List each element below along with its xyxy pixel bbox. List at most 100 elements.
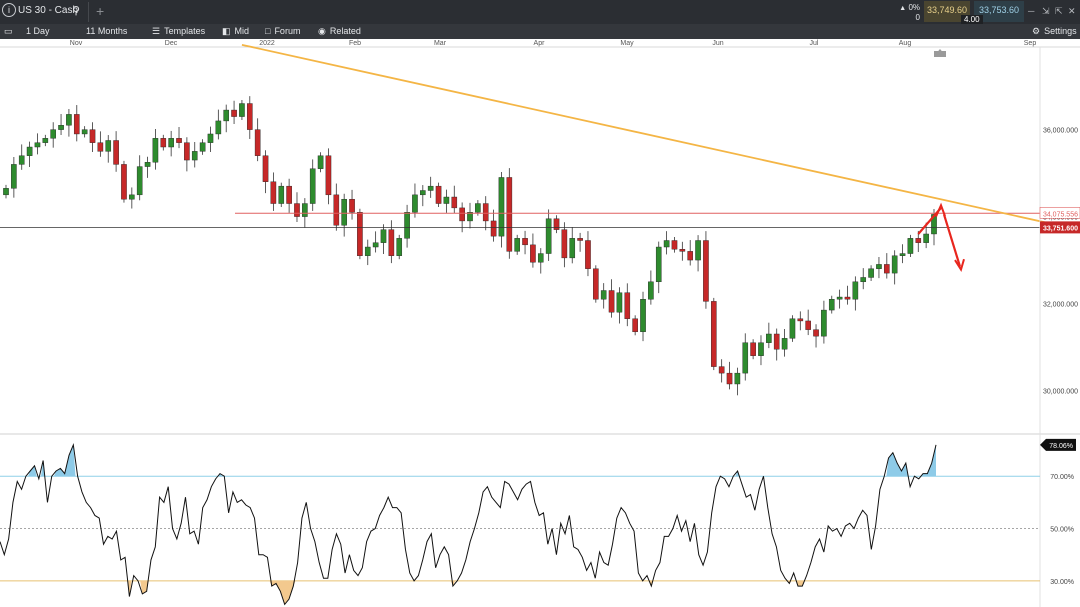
- spread-value: 4.00: [961, 15, 983, 24]
- close-icon[interactable]: ✕: [1068, 6, 1076, 16]
- candle-down: [703, 240, 709, 302]
- candle-up: [50, 129, 56, 139]
- candle-down: [451, 196, 458, 209]
- instrument-title[interactable]: US 30 - Cash: [18, 5, 79, 16]
- candle-down: [459, 207, 465, 222]
- candle-up: [199, 142, 206, 152]
- candle-up: [742, 342, 749, 374]
- forum-button[interactable]: □ Forum: [265, 25, 300, 38]
- candle-up: [278, 185, 285, 204]
- rsi-current-label: 78.06%: [1049, 443, 1073, 450]
- search-icon[interactable]: ⚲: [72, 5, 81, 17]
- templates-icon: ☰: [152, 26, 161, 36]
- candle-down: [585, 240, 591, 269]
- x-tick-label: Sep: [1024, 40, 1037, 47]
- candle-down: [553, 218, 560, 230]
- candle-up: [821, 309, 827, 337]
- candle-up: [168, 138, 174, 148]
- candle-up: [152, 138, 159, 163]
- x-tick-label: Jun: [712, 40, 723, 47]
- candle-up: [860, 277, 867, 283]
- candle-up: [537, 253, 544, 263]
- sidebar-toggle-icon[interactable]: ▭: [4, 26, 13, 36]
- x-tick-label: 2022: [259, 40, 275, 47]
- x-tick-label: Jul: [810, 40, 819, 47]
- settings-label: Settings: [1044, 26, 1077, 36]
- candle-up: [498, 177, 505, 237]
- expand-icon[interactable]: ⇱: [1055, 6, 1063, 16]
- plus-icon[interactable]: +: [96, 3, 105, 19]
- candle-down: [231, 109, 237, 117]
- related-label: Related: [329, 26, 361, 36]
- candle-up: [18, 155, 25, 165]
- range-select[interactable]: 11 Months: [86, 26, 128, 36]
- candle-down: [624, 292, 631, 319]
- candle-down: [435, 185, 442, 204]
- candle-up: [475, 203, 481, 213]
- candle-down: [632, 318, 638, 333]
- price-pane[interactable]: [0, 43, 1080, 435]
- settings-button[interactable]: ⚙ Settings: [1032, 25, 1077, 38]
- rsi-overbought-fill: [28, 465, 37, 477]
- candle-up: [191, 151, 198, 161]
- price-type-label: Mid: [234, 26, 250, 36]
- trendline: [241, 43, 1080, 231]
- candle-up: [545, 218, 552, 254]
- candle-up: [207, 133, 214, 143]
- x-axis: Nov Dec 2022 Feb Mar Apr May Jun Jul Aug Sep: [0, 39, 1080, 57]
- candle-down: [710, 301, 717, 367]
- candle-up: [404, 212, 410, 239]
- related-button[interactable]: ◉ Related: [318, 25, 361, 38]
- candle-down: [608, 290, 615, 313]
- interval-select[interactable]: 1 Day: [26, 26, 50, 36]
- resistance-tag: [1039, 206, 1080, 219]
- rsi-overbought-fill: [886, 452, 908, 477]
- candle-up: [66, 114, 72, 126]
- candle-down: [325, 155, 332, 196]
- title-bar: i US 30 - Cash ⚲ + ▲ 0% 0 33,749.60 33,7…: [0, 0, 1080, 24]
- bid-price-button[interactable]: 33,749.60: [924, 1, 970, 22]
- shrink-icon[interactable]: ⇲: [1042, 6, 1050, 16]
- candle-down: [522, 238, 528, 246]
- candle-down: [577, 238, 583, 241]
- candle-up: [907, 238, 914, 254]
- info-icon[interactable]: i: [2, 3, 16, 17]
- candle-up: [26, 146, 33, 156]
- candle-up: [891, 255, 898, 274]
- candle-up: [372, 242, 379, 248]
- candle-down: [160, 138, 167, 148]
- candle-up: [766, 333, 772, 343]
- templates-button[interactable]: ☰ Templates: [152, 25, 205, 38]
- candle-up: [781, 338, 788, 350]
- candle-up: [317, 155, 324, 169]
- x-tick-label: Aug: [899, 40, 912, 47]
- candle-up: [828, 299, 835, 311]
- candle-up: [58, 125, 64, 130]
- candle-up: [640, 299, 646, 333]
- candle-up: [412, 194, 418, 213]
- minimize-icon[interactable]: ─: [1028, 6, 1035, 16]
- rsi-tick-label: 30.00%: [1050, 579, 1074, 586]
- scroll-marker-base: [934, 51, 946, 57]
- chart-area[interactable]: Nov Dec 2022 Feb Mar Apr May Jun Jul Aug Sep 36,00…: [0, 39, 1080, 607]
- candle-up: [569, 238, 576, 259]
- candle-up: [239, 103, 245, 117]
- ask-price-button[interactable]: 33,753.60: [974, 1, 1024, 22]
- related-icon: ◉: [318, 26, 326, 36]
- candle-up: [105, 140, 112, 152]
- candle-down: [357, 212, 363, 256]
- x-tick-label: Mar: [434, 40, 447, 47]
- candle-down: [593, 268, 599, 300]
- drop-arrow-head: [954, 258, 965, 273]
- candle-down: [246, 103, 253, 130]
- chart-toolbar: ▭ 1 Day 11 Months ☰ Templates ◧ Mid □ Forum…: [0, 24, 1080, 39]
- candle-up: [420, 190, 426, 196]
- candle-up: [789, 318, 796, 339]
- candle-down: [679, 248, 686, 252]
- candle-up: [309, 168, 316, 204]
- price-type-button[interactable]: ◧ Mid: [222, 25, 249, 38]
- rsi-pane[interactable]: 70.00% 50.00% 30.00% 78.06%: [0, 438, 1076, 606]
- candle-down: [844, 296, 851, 300]
- x-tick-label: May: [620, 40, 634, 47]
- candle-up: [136, 166, 143, 196]
